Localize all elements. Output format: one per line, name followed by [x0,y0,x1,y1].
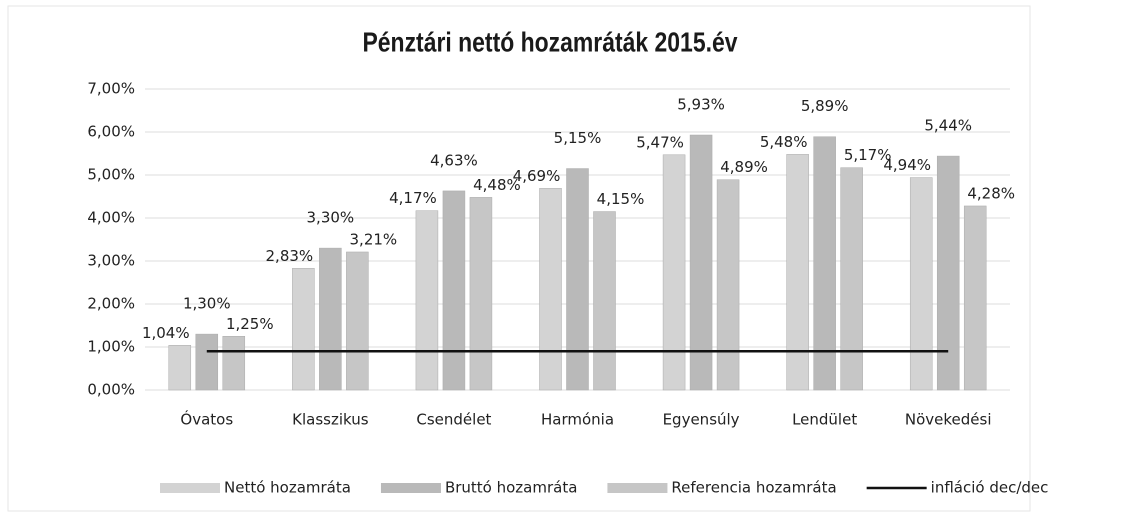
bar [566,168,589,391]
data-label: 5,47% [636,133,684,151]
x-tick-label: Egyensúly [663,411,740,429]
data-label: 5,89% [801,97,849,115]
data-label: 1,04% [142,324,190,342]
x-tick-label: Óvatos [180,410,233,429]
data-label: 4,28% [967,184,1015,202]
y-tick-label: 1,00% [87,338,135,356]
bar [662,154,686,391]
data-label: 4,17% [389,189,437,207]
data-label: 4,15% [597,190,645,208]
bar [195,333,219,391]
legend-swatch [607,483,668,493]
bar [168,345,192,391]
data-label: 1,30% [183,295,231,313]
y-tick-label: 5,00% [87,166,135,184]
data-label: 4,69% [513,167,561,185]
x-tick-label: Lendület [792,411,857,429]
x-tick-label: Csendélet [416,411,491,429]
bar [716,179,740,391]
data-label: 5,17% [844,146,892,164]
bar [222,336,246,391]
bar [415,210,439,391]
y-tick-label: 4,00% [87,209,135,227]
data-label: 5,15% [554,129,602,147]
data-label: 4,63% [430,151,478,169]
bar [292,268,315,391]
legend-label: Bruttó hozamráta [445,479,577,497]
y-tick-label: 2,00% [87,295,135,313]
data-label: 2,83% [266,247,314,265]
y-tick-label: 3,00% [87,252,135,270]
bar [593,211,616,391]
x-tick-label: Klasszikus [292,411,369,429]
bar [840,167,863,391]
bar [813,136,836,391]
chart-title: Pénztári nettó hozamráták 2015.év [362,27,738,58]
data-label: 4,94% [883,156,931,174]
bar [319,247,342,391]
x-tick-label: Növekedési [905,411,992,429]
legend-swatch [160,483,220,493]
chart-frame [7,5,1031,512]
data-label: 4,48% [473,176,521,194]
bar [346,251,369,391]
legend-label: Referencia hozamráta [671,479,836,497]
bar [689,134,713,391]
legend-swatch [380,483,441,493]
y-tick-label: 7,00% [87,80,135,98]
bar [442,190,466,391]
data-label: 4,89% [720,158,768,176]
data-label: 5,93% [677,96,725,114]
bar [786,154,809,391]
bar [539,188,562,391]
legend-label: infláció dec/dec [931,479,1049,497]
bar [963,205,987,391]
data-label: 5,44% [924,117,972,135]
y-tick-label: 0,00% [87,381,135,399]
bar [909,177,933,391]
bar [469,197,493,391]
data-label: 3,21% [350,230,398,248]
data-label: 1,25% [226,315,274,333]
y-tick-label: 6,00% [87,123,135,141]
x-tick-label: Harmónia [541,411,614,429]
legend-label: Nettó hozamráta [224,479,351,497]
data-label: 3,30% [307,209,355,227]
data-label: 5,48% [760,133,808,151]
bar [936,155,960,391]
